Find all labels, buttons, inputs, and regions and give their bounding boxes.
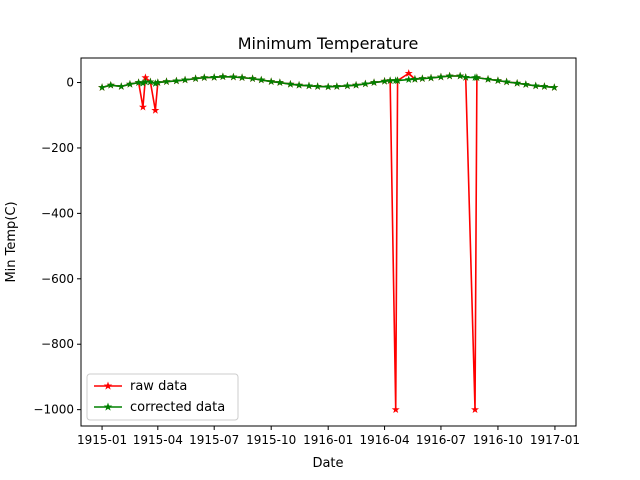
legend: raw data corrected data bbox=[86, 373, 239, 421]
y-tick-label: −600 bbox=[41, 272, 74, 286]
x-tick-label: 1916-07 bbox=[416, 433, 466, 447]
data-point-corrected-data bbox=[313, 82, 322, 90]
x-tick-label: 1916-10 bbox=[473, 433, 523, 447]
y-tick-label: −1000 bbox=[33, 403, 74, 417]
y-tick-label: −800 bbox=[41, 337, 74, 351]
data-point-corrected-data bbox=[472, 73, 481, 82]
data-point-corrected-data bbox=[380, 77, 389, 85]
data-point-corrected-data bbox=[151, 79, 160, 87]
data-point-corrected-data bbox=[540, 82, 549, 90]
data-point-corrected-data bbox=[172, 76, 181, 85]
data-point-corrected-data bbox=[456, 71, 465, 80]
data-point-corrected-data bbox=[386, 76, 395, 84]
data-point-corrected-data bbox=[286, 79, 295, 88]
data-point-corrected-data bbox=[106, 80, 115, 89]
data-point-raw-data bbox=[391, 405, 400, 414]
x-tick-label: 1915-04 bbox=[133, 433, 183, 447]
data-point-corrected-data bbox=[210, 73, 219, 81]
data-point-corrected-data bbox=[98, 83, 107, 91]
data-point-corrected-data bbox=[370, 78, 379, 86]
data-point-corrected-data bbox=[550, 83, 559, 91]
data-point-corrected-data bbox=[418, 74, 427, 83]
data-point-corrected-data bbox=[484, 75, 493, 83]
data-point-corrected-data bbox=[324, 82, 333, 91]
data-point-corrected-data bbox=[125, 79, 134, 88]
y-axis-label: Min Temp(C) bbox=[4, 201, 19, 282]
y-axis: 0 −200 −400 −600 −800 −1000 bbox=[33, 76, 81, 417]
data-point-corrected-data bbox=[141, 77, 150, 86]
y-tick-label: 0 bbox=[66, 76, 74, 90]
x-tick-label: 1917-01 bbox=[530, 433, 580, 447]
legend-label-raw-data: raw data bbox=[130, 379, 187, 394]
data-point-corrected-data bbox=[146, 77, 155, 86]
x-axis: 1915-01 1915-04 1915-07 1915-10 1916-01 1916-… bbox=[77, 426, 580, 447]
x-axis-label: Date bbox=[312, 456, 343, 471]
data-point-raw-data bbox=[471, 405, 480, 414]
data-point-raw-data bbox=[138, 102, 147, 111]
legend-box bbox=[86, 373, 239, 421]
x-tick-label: 1915-01 bbox=[77, 433, 127, 447]
x-tick-label: 1916-01 bbox=[303, 433, 353, 447]
data-point-corrected-data bbox=[218, 72, 227, 81]
data-point-corrected-data bbox=[343, 81, 352, 90]
data-point-corrected-data bbox=[162, 77, 171, 85]
data-point-corrected-data bbox=[153, 78, 162, 86]
data-point-corrected-data bbox=[248, 74, 257, 83]
y-tick-label: −400 bbox=[41, 206, 74, 220]
data-point-corrected-data bbox=[436, 72, 445, 81]
data-point-corrected-data bbox=[134, 78, 143, 86]
legend-marker-corrected-data bbox=[103, 402, 113, 411]
data-point-corrected-data bbox=[427, 73, 436, 82]
data-point-corrected-data bbox=[332, 82, 341, 90]
data-point-raw-data bbox=[141, 73, 150, 82]
data-point-corrected-data bbox=[461, 73, 470, 81]
legend-marker-raw-data bbox=[103, 381, 113, 390]
data-point-corrected-data bbox=[181, 75, 190, 84]
x-tick-label: 1916-04 bbox=[359, 433, 409, 447]
plot-series bbox=[98, 69, 559, 414]
data-point-corrected-data bbox=[229, 72, 238, 81]
data-point-corrected-data bbox=[493, 76, 502, 84]
data-point-corrected-data bbox=[304, 81, 313, 90]
y-tick-label: −200 bbox=[41, 141, 74, 155]
data-point-corrected-data bbox=[352, 80, 361, 89]
data-point-corrected-data bbox=[275, 78, 284, 86]
x-tick-label: 1915-07 bbox=[189, 433, 239, 447]
data-point-corrected-data bbox=[191, 74, 200, 83]
data-point-corrected-data bbox=[521, 80, 530, 88]
data-point-corrected-data bbox=[200, 73, 209, 82]
x-tick-label: 1915-10 bbox=[246, 433, 296, 447]
data-point-corrected-data bbox=[138, 78, 147, 87]
data-point-corrected-data bbox=[410, 75, 419, 83]
data-point-corrected-data bbox=[393, 76, 402, 84]
data-point-corrected-data bbox=[267, 77, 276, 85]
data-point-corrected-data bbox=[117, 82, 126, 90]
data-point-corrected-data bbox=[531, 81, 540, 90]
data-point-corrected-data bbox=[513, 78, 522, 87]
data-point-corrected-data bbox=[361, 79, 370, 88]
data-point-raw-data bbox=[151, 106, 160, 114]
data-point-corrected-data bbox=[445, 71, 454, 80]
data-point-corrected-data bbox=[404, 75, 413, 83]
data-point-corrected-data bbox=[295, 80, 304, 89]
series-corrected-data bbox=[98, 71, 559, 91]
data-point-corrected-data bbox=[257, 75, 266, 84]
legend-label-corrected-data: corrected data bbox=[130, 400, 225, 415]
chart-title: Minimum Temperature bbox=[238, 34, 419, 53]
data-point-raw-data bbox=[404, 69, 413, 77]
data-point-corrected-data bbox=[502, 77, 511, 86]
data-point-corrected-data bbox=[238, 73, 247, 82]
